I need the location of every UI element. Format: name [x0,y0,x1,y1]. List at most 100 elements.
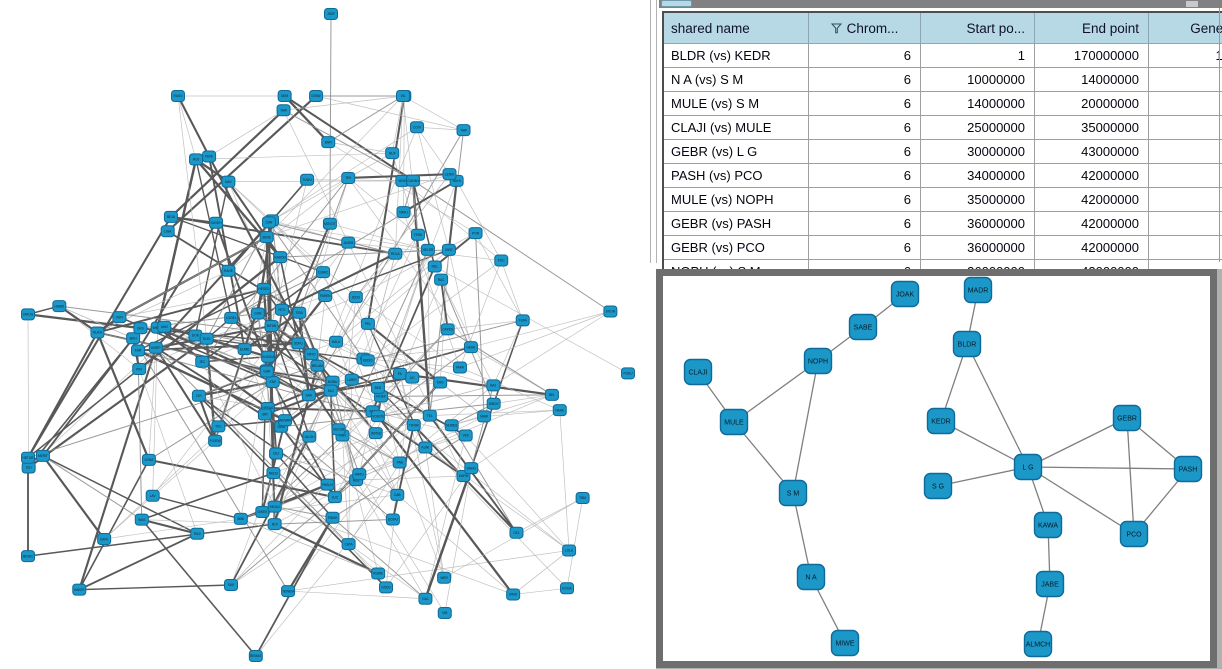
network-node[interactable]: FAGAJ [267,500,282,513]
network-node[interactable]: KUNI [418,441,433,454]
network-edge[interactable] [470,311,611,348]
network-edge[interactable] [240,518,379,574]
network-node[interactable]: JAJEM [341,236,356,249]
network-edge[interactable] [493,311,611,386]
network-edge[interactable] [322,272,379,417]
network-edge[interactable] [513,587,568,595]
network-edge[interactable] [231,317,318,367]
network-edge[interactable] [202,356,269,363]
network-node[interactable]: VEK [458,429,473,442]
network-edge[interactable] [440,279,449,330]
network-edge[interactable] [363,358,460,368]
network-node[interactable]: GUN [250,307,265,320]
network-node[interactable]: VONA [141,453,156,466]
network-node[interactable]: KUSUM [261,350,276,363]
network-edge[interactable] [141,518,198,535]
network-edge[interactable] [402,95,419,235]
network-edge[interactable] [152,495,242,520]
network-node[interactable]: TAW [276,104,291,117]
network-node[interactable]: JIKON [603,305,618,318]
table-cell[interactable]: 6 [808,187,921,212]
table-cell[interactable]: 6 [808,235,921,260]
network-edge[interactable] [78,459,150,591]
network-edge[interactable] [412,180,611,312]
network-edge[interactable] [459,311,611,368]
network-edge[interactable] [328,141,476,234]
network-node-s-g[interactable]: S G [923,472,953,500]
network-edge[interactable] [792,360,819,494]
network-node[interactable]: TEWEM [281,585,296,598]
network-node-sabe[interactable]: SABE [848,313,878,341]
network-edge[interactable] [309,436,357,481]
network-edge[interactable] [275,452,334,519]
network-node[interactable]: NUKA [90,326,105,339]
network-node[interactable]: FETI [274,303,289,316]
network-node[interactable]: CEJ [269,447,284,460]
network-edge[interactable] [451,424,517,533]
network-edge[interactable] [399,462,445,578]
network-edge[interactable] [197,395,217,442]
network-edge[interactable] [367,260,502,361]
network-node[interactable]: BIFUB [264,319,279,332]
network-edge[interactable] [440,279,494,386]
network-node[interactable]: JULOH [302,430,317,443]
network-edge[interactable] [342,435,379,574]
network-edge[interactable] [347,177,472,348]
network-node[interactable]: TILEL [199,332,214,345]
network-node[interactable]: LURIR [344,373,359,386]
network-edge[interactable] [240,370,267,519]
table-cell[interactable]: 170000000 [1034,43,1149,68]
network-node[interactable]: CIR [191,389,206,402]
network-edge[interactable] [380,249,429,397]
network-edge[interactable] [270,325,340,430]
network-node[interactable]: CUMIC [316,266,331,279]
network-node[interactable]: KADOD [273,251,288,264]
table-cell[interactable]: 20000000 [1034,91,1149,116]
network-node[interactable]: BEL [544,388,559,401]
table-cell[interactable]: PASH (vs) PCO [662,163,809,188]
network-node-bldr[interactable]: BLDR [952,330,982,358]
horizontal-scrollbar-thumb[interactable] [661,0,692,7]
network-edge[interactable] [230,517,333,586]
network-edge[interactable] [425,447,570,551]
network-node[interactable]: FIBUH [325,511,340,524]
network-node-noph[interactable]: NOPH [803,347,833,375]
network-node[interactable]: LOLE [562,544,577,557]
network-edge[interactable] [330,373,401,392]
network-edge[interactable] [273,436,310,474]
network-node[interactable]: LIC [405,371,420,384]
network-edge[interactable] [266,371,430,416]
network-edge[interactable] [262,494,398,513]
network-edge[interactable] [155,347,349,545]
network-edge[interactable] [274,506,514,595]
network-node[interactable]: KEDID [360,354,375,367]
network-edge[interactable] [342,249,429,436]
network-edge[interactable] [1126,417,1135,535]
network-edge[interactable] [358,387,379,475]
network-edge[interactable] [456,180,502,261]
network-node[interactable]: POR [468,227,483,240]
network-node[interactable]: TIRA [292,306,307,319]
network-node[interactable]: RASO [171,90,186,102]
network-edge[interactable] [427,249,431,416]
network-edge[interactable] [266,370,333,383]
network-edge[interactable] [265,223,331,371]
column-header-genetic[interactable]: Genetic... [1148,11,1222,44]
network-edge[interactable] [177,95,313,355]
network-node[interactable]: WAS [134,513,149,526]
network-edge[interactable] [329,13,332,224]
network-node[interactable]: TAW [456,124,471,137]
network-node[interactable]: LOGEL [224,311,239,324]
network-node[interactable]: CECUN [331,423,346,436]
network-node[interactable]: FAPA [452,361,467,374]
network-edge[interactable] [397,494,514,595]
network-edge[interactable] [274,523,379,575]
table-cell[interactable]: 1 [920,43,1035,68]
network-edge[interactable] [377,382,441,389]
network-node[interactable]: GUHAN [406,174,421,187]
network-edge[interactable] [332,435,466,519]
network-node-gebr[interactable]: GEBR [1112,404,1142,432]
network-edge[interactable] [559,410,570,551]
network-node-madr[interactable]: MADR [963,276,993,304]
network-node[interactable]: DOJAJ [385,513,400,526]
